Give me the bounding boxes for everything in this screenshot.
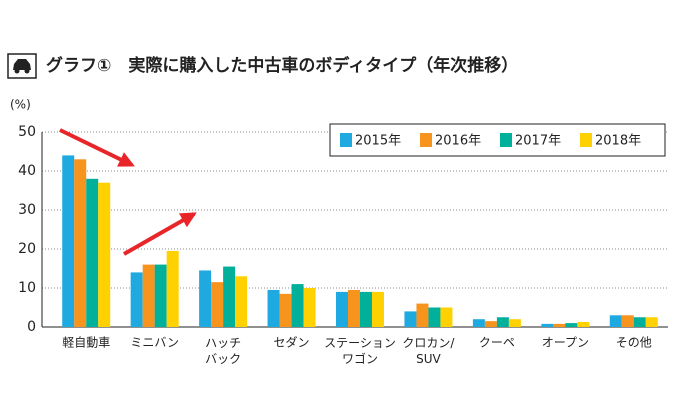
x-tick-label: ステーションワゴン (324, 336, 396, 366)
bar (223, 266, 236, 327)
x-tick-label: その他 (616, 336, 652, 350)
legend-swatch (580, 133, 592, 147)
legend-label: 2015年 (355, 134, 401, 149)
bar (291, 284, 304, 327)
bar (484, 321, 497, 327)
bar (541, 323, 554, 327)
legend-label: 2018年 (595, 134, 641, 149)
bar (496, 317, 509, 327)
annotation-arrows (59, 128, 197, 256)
bar (130, 272, 143, 327)
bar (565, 323, 578, 327)
bar (633, 317, 646, 327)
x-tick-label: オープン (542, 336, 589, 350)
bar (336, 291, 348, 327)
bar (166, 250, 179, 327)
legend-label: 2017年 (515, 134, 561, 149)
bar (577, 321, 590, 327)
x-tick-label: 軽自動車 (62, 336, 110, 350)
bar (98, 182, 111, 327)
bar (645, 317, 658, 327)
bar (142, 264, 155, 327)
bars (62, 155, 658, 327)
bar (372, 291, 384, 327)
y-tick-label: 30 (18, 202, 36, 218)
bar (348, 289, 360, 327)
bar (267, 289, 280, 327)
bar (621, 315, 634, 327)
bar (553, 323, 566, 327)
bar (428, 307, 441, 327)
bar (62, 155, 75, 327)
legend-swatch (340, 133, 352, 147)
y-tick-label: 20 (18, 241, 36, 257)
y-tick-label: 10 (18, 280, 36, 296)
legend-label: 2016年 (435, 134, 481, 149)
x-tick-label: セダン (274, 335, 310, 350)
car-icon (7, 53, 37, 79)
bar (404, 311, 417, 327)
x-tick-label: ミニバン (130, 336, 179, 350)
bar (440, 307, 453, 327)
x-tick-label: ハッチバック (205, 336, 241, 366)
bar (508, 319, 521, 327)
legend: 2015年 2016年 2017年 2018年 (329, 123, 666, 157)
bar (154, 264, 167, 327)
bar (303, 288, 316, 327)
bar (609, 315, 622, 327)
chart-title: グラフ① 実際に購入した中古車のボディタイプ（年次推移） (46, 55, 518, 76)
y-tick-label: 40 (18, 163, 36, 179)
bar (199, 270, 212, 327)
bar (472, 319, 485, 327)
bar (416, 303, 429, 327)
bar (235, 276, 248, 327)
bar (360, 291, 372, 327)
y-axis-label: (%) (10, 98, 31, 112)
x-tick-label: クロカン/SUV (402, 336, 455, 366)
legend-swatch (500, 133, 512, 147)
bar (211, 282, 224, 327)
y-tick-label: 50 (18, 124, 36, 140)
legend-swatch (420, 133, 432, 147)
bar (86, 178, 99, 327)
bar (74, 159, 87, 327)
y-tick-label: 0 (27, 319, 36, 335)
bar (279, 293, 292, 327)
x-tick-label: クーペ (479, 336, 515, 350)
